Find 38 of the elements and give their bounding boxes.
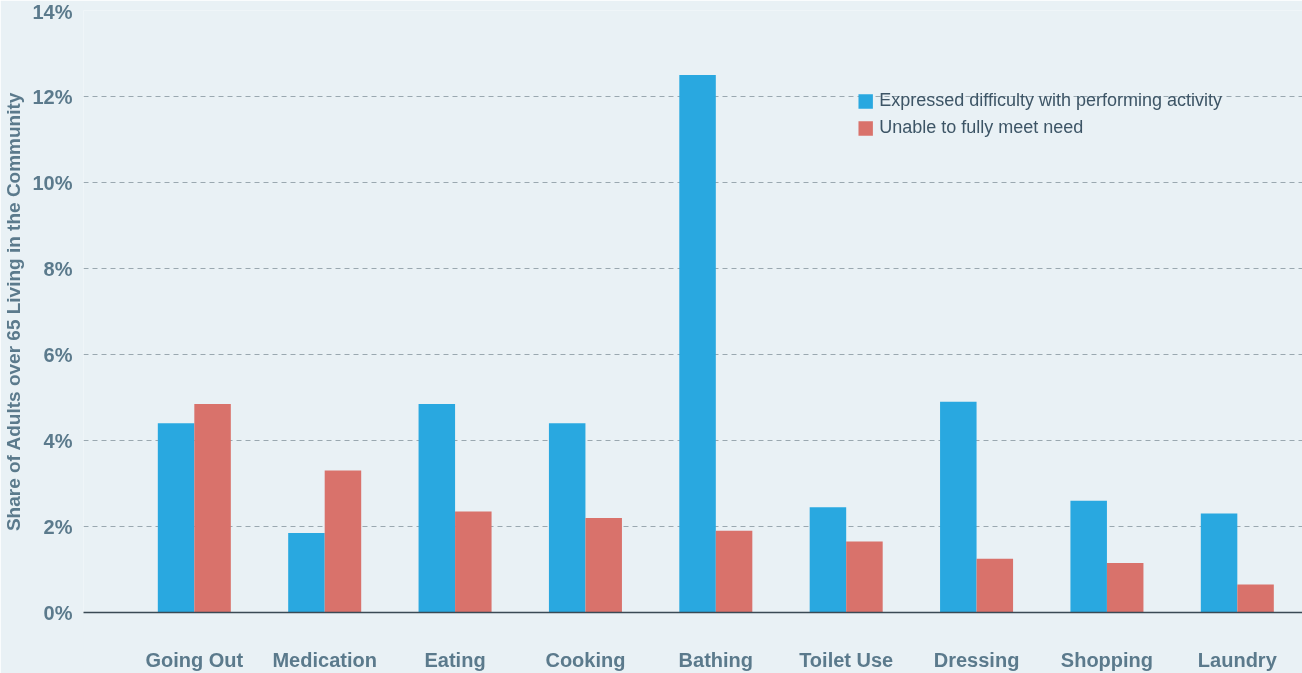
bar [548,423,586,613]
bar [418,403,456,613]
bar [846,541,883,613]
x-tick-label: Laundry [1197,648,1278,671]
x-tick-label: Eating [424,648,486,671]
bar [1070,500,1107,613]
x-tick-label: Medication [272,648,377,671]
bar [585,517,622,613]
y-tick-label: 8% [43,257,73,280]
bar [1106,563,1144,613]
bar [324,470,362,613]
bar [715,530,753,613]
y-axis-title: Share of Adults over 65 Living in the Community [3,92,25,532]
bar [1237,584,1274,613]
y-tick-label: 2% [43,515,73,538]
x-tick-label: Shopping [1060,648,1154,671]
legend-label: Unable to fully meet need [879,117,1084,138]
y-tick-label: 10% [32,171,73,194]
x-tick-label: Toilet Use [799,648,894,671]
y-tick-label: 4% [43,429,73,452]
x-tick-label: Dressing [933,648,1020,671]
bar [1200,513,1238,613]
legend-label: Expressed difficulty with performing activity [879,90,1222,111]
bar [809,507,847,613]
bar [157,423,195,613]
x-tick-label: Bathing [678,648,754,671]
y-tick-label: 14% [32,0,73,23]
bar [976,558,1014,613]
x-tick-label: Going Out [145,648,244,671]
bar [679,75,716,613]
bar [940,401,977,613]
x-tick-label: Cooking [545,648,626,671]
bar [455,511,492,613]
bar [194,403,231,613]
y-tick-label: 6% [43,343,73,366]
bar [288,532,325,613]
y-tick-label: 12% [32,85,73,108]
y-tick-label: 0% [43,601,73,624]
